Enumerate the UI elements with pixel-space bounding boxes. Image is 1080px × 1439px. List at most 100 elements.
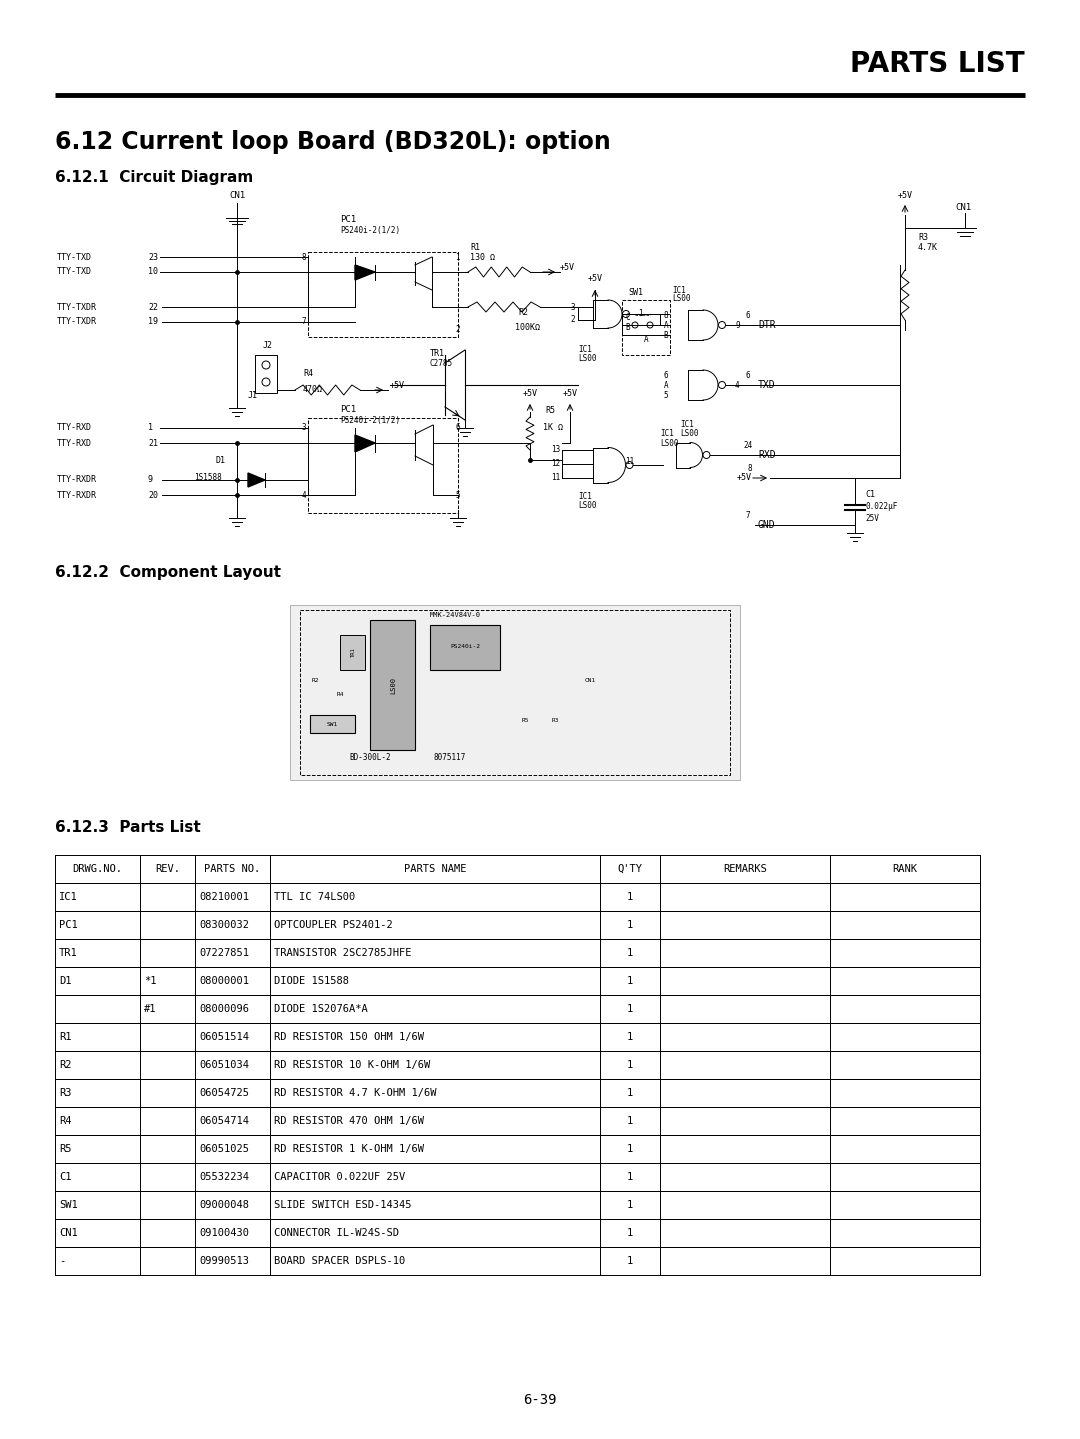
Text: R1: R1 [470, 243, 480, 252]
Text: TTY-RXD: TTY-RXD [57, 423, 92, 433]
Text: 1: 1 [626, 1117, 633, 1125]
Text: 1: 1 [626, 1227, 633, 1238]
Text: TRANSISTOR 2SC2785JHFE: TRANSISTOR 2SC2785JHFE [274, 948, 411, 958]
Text: 4: 4 [301, 491, 306, 499]
Text: 08000001: 08000001 [199, 976, 249, 986]
Text: 6: 6 [745, 311, 751, 319]
Text: C2785: C2785 [430, 358, 454, 368]
Text: 6: 6 [456, 423, 460, 433]
Text: TR1: TR1 [59, 948, 78, 958]
Text: PARTS LIST: PARTS LIST [850, 50, 1025, 78]
Text: 08000096: 08000096 [199, 1004, 249, 1014]
Text: 06051514: 06051514 [199, 1032, 249, 1042]
Text: RD RESISTOR 150 OHM 1/6W: RD RESISTOR 150 OHM 1/6W [274, 1032, 424, 1042]
Bar [310, 715, 355, 732]
Text: +5V: +5V [561, 263, 575, 272]
Text: SW1: SW1 [326, 721, 338, 727]
Text: 3: 3 [570, 302, 575, 311]
Text: 7: 7 [745, 511, 751, 519]
Text: R3: R3 [551, 718, 558, 722]
Text: +5V: +5V [390, 380, 405, 390]
Text: *1: *1 [144, 976, 157, 986]
Text: J2: J2 [264, 341, 273, 350]
Text: 6.12.1  Circuit Diagram: 6.12.1 Circuit Diagram [55, 170, 253, 186]
Text: LS00: LS00 [680, 429, 699, 437]
Text: RANK: RANK [892, 863, 918, 873]
Text: J1: J1 [248, 390, 258, 400]
Text: +5V: +5V [588, 273, 603, 283]
Text: #1: #1 [144, 1004, 157, 1014]
Text: TTY-TXD: TTY-TXD [57, 268, 92, 276]
Text: IC1: IC1 [59, 892, 78, 902]
Text: PC1: PC1 [340, 406, 356, 414]
Text: CN1: CN1 [229, 191, 245, 200]
Text: Q'TY: Q'TY [618, 863, 643, 873]
FancyBboxPatch shape [291, 604, 740, 780]
Text: R4: R4 [336, 692, 343, 698]
Text: D1: D1 [215, 456, 225, 465]
Text: 1: 1 [626, 948, 633, 958]
Text: R4: R4 [303, 368, 313, 378]
Text: 05532234: 05532234 [199, 1171, 249, 1181]
Text: A: A [663, 380, 669, 390]
Text: 9: 9 [735, 321, 740, 330]
Text: R2: R2 [59, 1061, 71, 1071]
Text: 3: 3 [301, 423, 306, 433]
Text: 1K Ω: 1K Ω [543, 423, 563, 432]
Text: 1: 1 [638, 309, 643, 318]
Text: CN1: CN1 [955, 203, 971, 212]
Text: 9: 9 [148, 475, 153, 485]
Text: PARTS NO.: PARTS NO. [204, 863, 260, 873]
Text: R4: R4 [59, 1117, 71, 1125]
Text: 1: 1 [626, 1256, 633, 1266]
Text: 2: 2 [570, 315, 575, 325]
Text: CN1: CN1 [584, 678, 596, 682]
Text: REV.: REV. [156, 863, 180, 873]
Bar [255, 355, 276, 393]
Text: DIODE 1S1588: DIODE 1S1588 [274, 976, 349, 986]
Text: 25V: 25V [865, 514, 879, 522]
Text: BOARD SPACER DSPLS-10: BOARD SPACER DSPLS-10 [274, 1256, 405, 1266]
Text: 08210001: 08210001 [199, 892, 249, 902]
Text: 06051034: 06051034 [199, 1061, 249, 1071]
Text: PS240i-2(1/2): PS240i-2(1/2) [340, 416, 400, 425]
Text: 13: 13 [551, 446, 561, 455]
Text: 1S1588: 1S1588 [194, 472, 222, 482]
Text: DRWG.NO.: DRWG.NO. [72, 863, 122, 873]
Text: LS00: LS00 [672, 294, 690, 304]
Text: CN1: CN1 [59, 1227, 78, 1238]
Text: 09100430: 09100430 [199, 1227, 249, 1238]
Text: TTY-RXDR: TTY-RXDR [57, 491, 97, 499]
Text: 1: 1 [626, 1032, 633, 1042]
Text: TXD: TXD [758, 380, 775, 390]
Text: 1: 1 [626, 1004, 633, 1014]
Text: 21: 21 [148, 439, 158, 448]
Text: 10: 10 [148, 268, 158, 276]
Text: 11: 11 [625, 458, 634, 466]
Text: TTY-RXDR: TTY-RXDR [57, 475, 97, 485]
Text: TTY-TXDR: TTY-TXDR [57, 318, 97, 327]
Text: 1: 1 [456, 252, 460, 262]
Text: C1: C1 [865, 491, 875, 499]
Text: RXD: RXD [758, 450, 775, 460]
Text: R2: R2 [518, 308, 528, 317]
Text: 8: 8 [747, 463, 752, 473]
Text: TTL IC 74LS00: TTL IC 74LS00 [274, 892, 355, 902]
Text: SLIDE SWITCH ESD-14345: SLIDE SWITCH ESD-14345 [274, 1200, 411, 1210]
Text: OPTCOUPLER PS2401-2: OPTCOUPLER PS2401-2 [274, 920, 393, 930]
Text: 100KΩ: 100KΩ [515, 322, 540, 331]
Text: TTY-TXD: TTY-TXD [57, 252, 92, 262]
Text: 1: 1 [626, 976, 633, 986]
Text: SW1: SW1 [59, 1200, 78, 1210]
Text: LS00: LS00 [578, 501, 596, 509]
Text: R5: R5 [59, 1144, 71, 1154]
Text: PC1: PC1 [59, 920, 78, 930]
Text: 4.7K: 4.7K [918, 243, 939, 252]
Text: 06054725: 06054725 [199, 1088, 249, 1098]
Text: 11: 11 [551, 473, 561, 482]
Text: 23: 23 [148, 252, 158, 262]
Text: IC1: IC1 [578, 345, 592, 354]
Text: R3: R3 [59, 1088, 71, 1098]
Text: 470Ω: 470Ω [303, 386, 323, 394]
Polygon shape [248, 473, 265, 486]
